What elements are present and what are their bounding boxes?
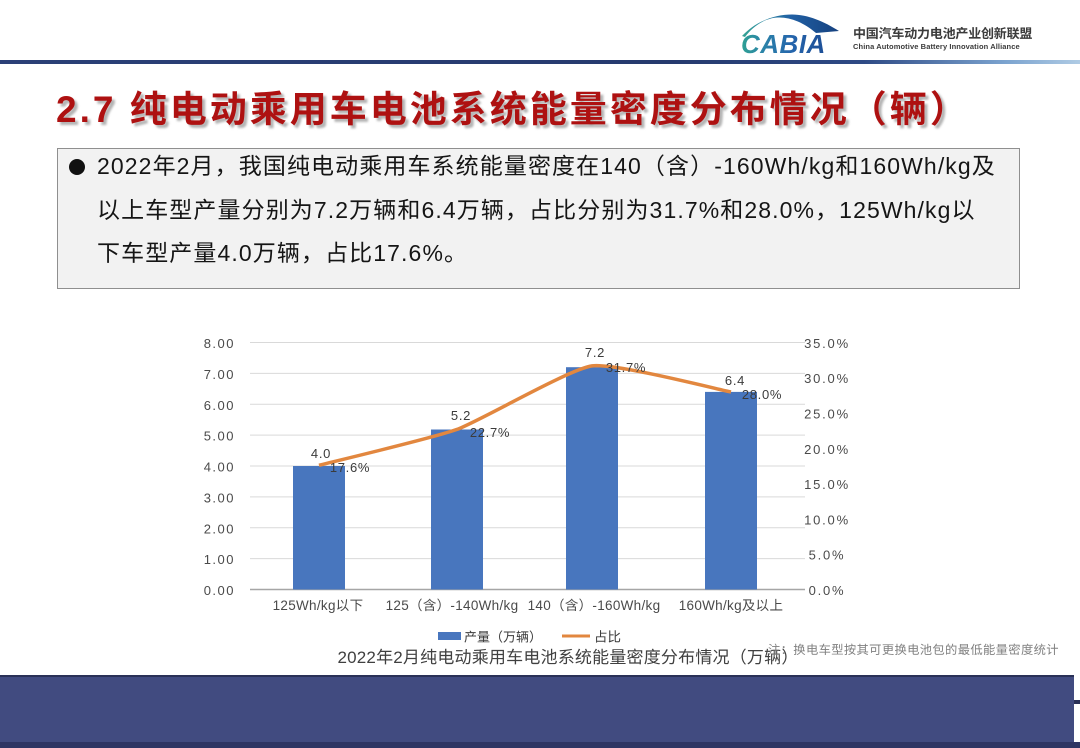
svg-text:5.0%: 5.0% [809, 545, 846, 564]
svg-text:140（含）-160Wh/kg: 140（含）-160Wh/kg [528, 594, 661, 614]
svg-text:5.00: 5.00 [204, 426, 235, 445]
svg-text:2022年2月纯电动乘用车电池系统能量密度分布情况（万辆）: 2022年2月纯电动乘用车电池系统能量密度分布情况（万辆） [337, 643, 798, 668]
svg-text:4.0: 4.0 [311, 443, 331, 462]
svg-text:17.6%: 17.6% [330, 457, 370, 476]
svg-text:125（含）-140Wh/kg: 125（含）-140Wh/kg [386, 594, 519, 614]
svg-text:125Wh/kg以下: 125Wh/kg以下 [273, 594, 364, 614]
svg-text:3.00: 3.00 [204, 487, 235, 506]
svg-text:注：换电车型按其可更换电池包的最低能量密度统计: 注：换电车型按其可更换电池包的最低能量密度统计 [768, 640, 1059, 658]
svg-text:25.0%: 25.0% [804, 404, 850, 423]
svg-text:7.00: 7.00 [204, 364, 235, 383]
svg-text:1.00: 1.00 [204, 549, 235, 568]
svg-text:10.0%: 10.0% [804, 509, 850, 528]
svg-text:CABIA: CABIA [741, 29, 826, 59]
svg-text:8.00: 8.00 [204, 333, 235, 352]
svg-text:4.00: 4.00 [204, 457, 235, 476]
svg-text:31.7%: 31.7% [606, 357, 646, 376]
svg-text:5.2: 5.2 [451, 405, 471, 424]
svg-text:35.0%: 35.0% [804, 333, 850, 352]
svg-text:28.0%: 28.0% [742, 384, 782, 403]
svg-text:30.0%: 30.0% [804, 368, 850, 387]
svg-text:产量（万辆）: 产量（万辆） [464, 627, 542, 646]
svg-text:6.00: 6.00 [204, 395, 235, 414]
svg-text:7.2: 7.2 [585, 342, 605, 361]
svg-text:6.4: 6.4 [725, 370, 745, 389]
svg-text:0.0%: 0.0% [809, 580, 846, 599]
svg-text:22.7%: 22.7% [470, 422, 510, 441]
svg-text:15.0%: 15.0% [804, 474, 850, 493]
svg-text:2.00: 2.00 [204, 518, 235, 537]
svg-text:0.00: 0.00 [204, 580, 235, 599]
svg-text:20.0%: 20.0% [804, 439, 850, 458]
svg-text:160Wh/kg及以上: 160Wh/kg及以上 [679, 594, 784, 614]
svg-text:占比: 占比 [594, 626, 621, 646]
